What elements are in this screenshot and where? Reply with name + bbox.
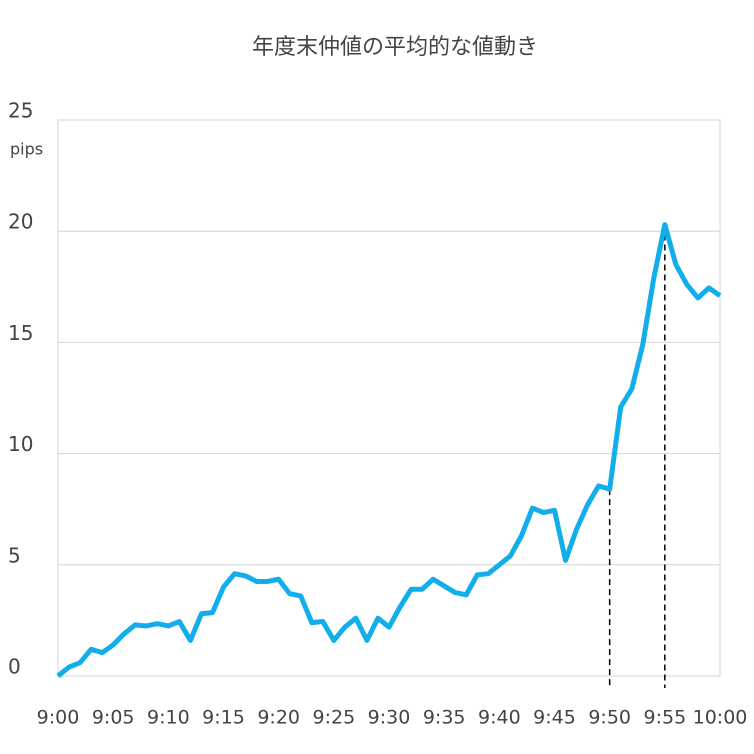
x-tick-label: 9:25 <box>312 707 355 729</box>
x-tick-label: 9:05 <box>92 707 135 729</box>
y-tick-label: 0 <box>8 655 21 679</box>
x-tick-label: 9:15 <box>202 707 245 729</box>
chart-title: 年度末仲値の平均的な値動き <box>252 35 538 60</box>
y-tick-label: 15 <box>8 321 33 345</box>
x-tick-label: 9:20 <box>257 707 300 729</box>
x-tick-label: 9:30 <box>368 707 411 729</box>
x-tick-label: 9:00 <box>37 707 80 729</box>
x-tick-label: 9:35 <box>423 707 466 729</box>
y-tick-label: 25 <box>8 99 33 123</box>
x-tick-label: 9:10 <box>147 707 190 729</box>
x-tick-label: 9:55 <box>643 707 686 729</box>
x-tick-label: 9:45 <box>533 707 576 729</box>
x-tick-label: 9:40 <box>478 707 521 729</box>
y-tick-label: 20 <box>8 210 33 234</box>
x-tick-label: 10:00 <box>693 707 748 729</box>
series-line <box>56 222 722 678</box>
x-tick-label: 9:50 <box>588 707 631 729</box>
plot-area <box>57 119 721 677</box>
y-tick-label: 5 <box>8 543 21 567</box>
y-unit: pips <box>10 140 43 159</box>
y-tick-label: 10 <box>8 432 33 456</box>
